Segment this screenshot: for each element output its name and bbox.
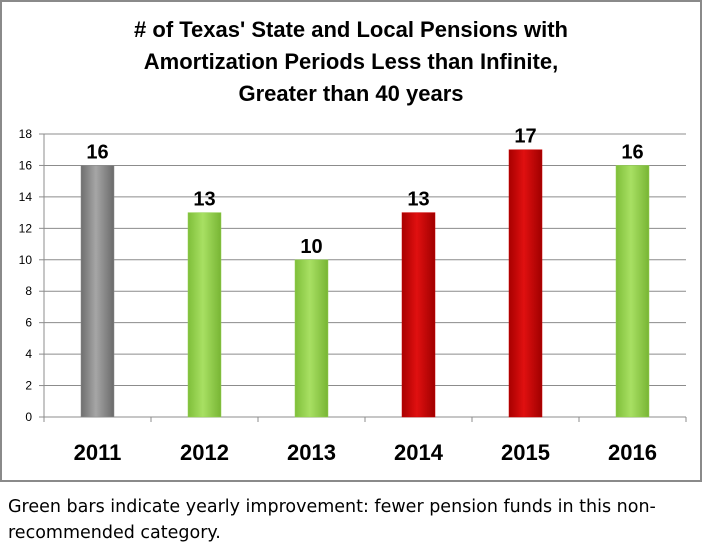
data-label-2013: 10: [300, 236, 322, 258]
bar-2012: [187, 212, 222, 418]
y-tick-labels: 0 2 4 6 8 10 12 14 16 18: [19, 127, 33, 424]
data-label-2016: 16: [621, 141, 643, 163]
x-tick-label-2011: 2011: [74, 440, 122, 465]
x-tick-labels: 2011 2012 2013 2014 2015 2016: [74, 440, 657, 465]
bar-2011: [80, 165, 115, 418]
axes: [39, 133, 687, 422]
bar-2016: [615, 165, 650, 418]
y-tick-label: 2: [25, 379, 32, 393]
x-tick-label-2014: 2014: [394, 440, 444, 465]
x-tick-label-2013: 2013: [287, 440, 336, 465]
y-tick-label: 10: [19, 253, 33, 267]
data-label-2011: 16: [86, 141, 108, 163]
bar-2014: [401, 212, 436, 418]
chart-title-line-3: Greater than 40 years: [238, 81, 464, 106]
chart-title-line-2: Amortization Periods Less than Infinite,: [143, 49, 559, 74]
y-tick-label: 8: [25, 284, 32, 298]
bar-2013: [294, 259, 329, 418]
data-label-2012: 13: [193, 189, 215, 211]
y-tick-label: 6: [25, 316, 32, 330]
chart-caption: Green bars indicate yearly improvement: …: [8, 497, 656, 543]
data-label-2014: 13: [407, 189, 429, 211]
chart-title: # of Texas' State and Local Pensions wit…: [0, 14, 702, 110]
chart-frame: [0, 0, 702, 482]
gridlines: [44, 133, 686, 387]
chart-title-line-1: # of Texas' State and Local Pensions wit…: [134, 17, 568, 42]
y-tick-label: 12: [19, 221, 33, 235]
x-tick-label-2012: 2012: [180, 440, 229, 465]
y-tick-label: 18: [19, 127, 33, 141]
y-tick-label: 16: [19, 158, 33, 172]
x-tick-label-2016: 2016: [608, 440, 657, 465]
y-tick-label: 14: [19, 190, 33, 204]
y-tick-label: 0: [25, 410, 32, 424]
data-label-2015: 17: [514, 126, 536, 148]
bars: [80, 149, 650, 418]
y-tick-label: 4: [25, 347, 32, 361]
data-labels: 16 13 10 13 17 16: [86, 126, 643, 258]
bar-2015: [508, 149, 543, 418]
x-tick-label-2015: 2015: [501, 440, 550, 465]
